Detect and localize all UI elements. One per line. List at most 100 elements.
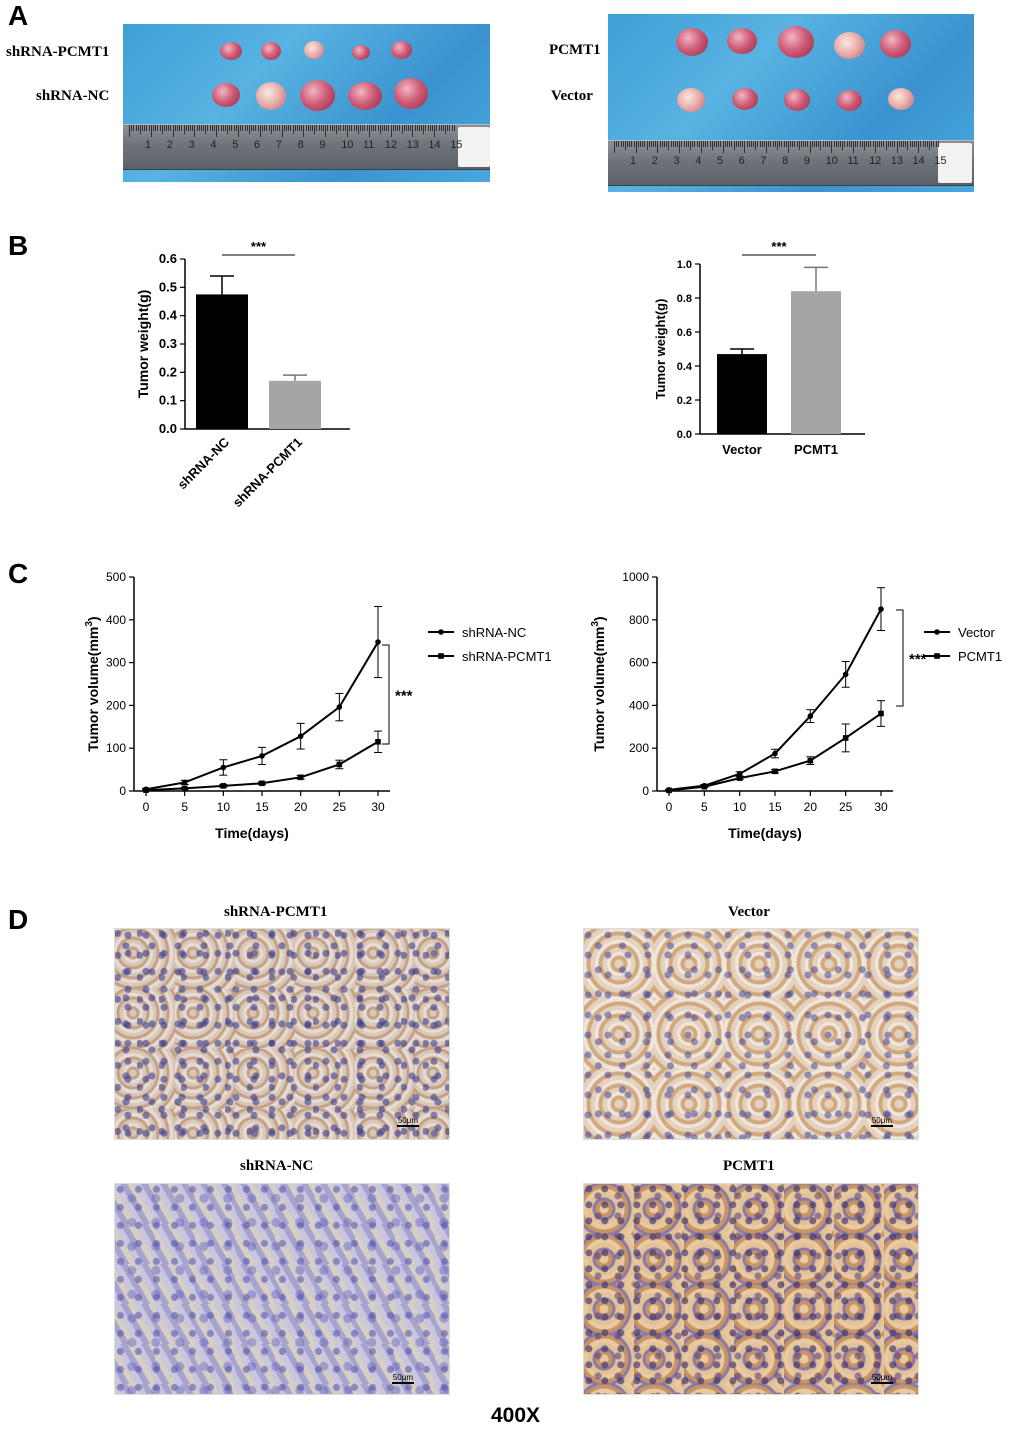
ihc-image-shrna-pcmt1: 50μm — [114, 928, 450, 1140]
panel-label-c: C — [8, 558, 29, 589]
y-tick-label: 400 — [629, 698, 649, 712]
ruler-number: 12 — [384, 139, 398, 151]
significance-bracket — [896, 609, 904, 707]
series-line — [668, 608, 882, 791]
ruler-number: 9 — [319, 139, 326, 151]
y-tick-label: 200 — [106, 698, 126, 712]
ruler-number: 3 — [188, 139, 195, 151]
y-axis-label: Tumor weight(g) — [653, 299, 668, 400]
ruler-number: 10 — [341, 139, 354, 151]
ruler-number: 7 — [275, 139, 282, 151]
photo-label-shrna-nc: shRNA-NC — [36, 88, 110, 104]
ruler-number: 14 — [912, 155, 925, 167]
y-tick-label: 600 — [629, 656, 649, 670]
legend-marker — [934, 629, 940, 635]
tumor — [391, 41, 412, 59]
ruler-number: 4 — [210, 139, 217, 151]
panel-label-d: D — [8, 904, 29, 935]
significance-marker: *** — [771, 239, 787, 254]
tumor-photo-overexpression: 1 2 3 4 5 6 7 8 9 10 11 12 13 14 15 — [608, 14, 974, 192]
data-point — [666, 787, 672, 794]
bar — [196, 294, 248, 429]
category-label: shRNA-NC — [175, 434, 233, 492]
scale-bar: 50μm — [391, 1373, 414, 1384]
data-point — [772, 768, 778, 775]
tumor — [784, 89, 810, 111]
y-tick-label: 0.4 — [159, 308, 178, 323]
data-point — [375, 738, 381, 745]
y-tick-label: 0.2 — [159, 364, 177, 379]
bar — [791, 291, 841, 434]
data-point — [842, 735, 849, 741]
legend-marker — [438, 653, 444, 659]
x-tick-label: 5 — [181, 800, 188, 814]
y-tick-label: 500 — [106, 570, 126, 584]
ruler-number: 9 — [803, 155, 810, 167]
y-tick-label: 0.1 — [159, 393, 177, 408]
bar — [717, 354, 767, 434]
tumor — [888, 88, 914, 110]
data-point — [772, 750, 778, 757]
ruler-number: 1 — [630, 155, 637, 167]
x-tick-label: 20 — [294, 800, 308, 814]
photo-label-vector: Vector — [551, 88, 593, 104]
x-tick-label: 15 — [768, 800, 782, 814]
ihc-image-pcmt1: 50μm — [583, 1183, 919, 1395]
ruler: 1 2 3 4 5 6 7 8 9 10 11 12 13 14 15 — [123, 124, 490, 170]
data-point — [878, 606, 884, 612]
ruler-number: 14 — [428, 139, 441, 151]
ruler-number: 15 — [450, 139, 463, 151]
y-tick-label: 400 — [106, 613, 126, 627]
tumor — [256, 82, 286, 110]
data-point — [220, 783, 227, 789]
x-axis-label: Time(days) — [215, 825, 289, 841]
bar-chart-overexpression: 0.0 0.2 0.4 0.6 0.8 1.0 Tumor weight(g) Vector P… — [653, 239, 865, 457]
ruler-number: 11 — [363, 139, 375, 151]
ihc-image-vector: 50μm — [583, 928, 919, 1140]
y-tick-label: 0.0 — [677, 429, 692, 441]
data-point — [878, 710, 884, 717]
tumor — [837, 90, 862, 111]
data-point — [181, 785, 188, 792]
tumor — [212, 83, 240, 107]
data-point — [297, 774, 304, 781]
ruler-number: 8 — [297, 139, 304, 151]
tumor — [676, 28, 708, 56]
y-tick-label: 800 — [629, 613, 649, 627]
ruler-number: 8 — [782, 155, 789, 167]
ruler-number: 6 — [254, 139, 261, 151]
tumor — [300, 80, 335, 111]
y-tick-label: 0.3 — [159, 336, 177, 351]
x-tick-label: 5 — [701, 800, 708, 814]
ruler-number: 15 — [934, 155, 947, 167]
tumor — [880, 30, 911, 58]
line-chart-overexpression: 0 200 400 600 800 1000 0 5 10 15 20 25 30 Time(days) T… — [590, 570, 1002, 841]
significance-marker: *** — [251, 239, 267, 254]
line-chart-knockdown: 0 100 200 300 400 500 0 5 10 15 20 25 30 Time(days) Tu… — [84, 570, 552, 841]
ruler: 1 2 3 4 5 6 7 8 9 10 11 12 13 14 15 — [608, 140, 974, 186]
panel-label-b: B — [8, 230, 29, 261]
tumor — [778, 26, 814, 58]
series-line — [145, 641, 379, 791]
y-tick-label: 0.6 — [159, 251, 177, 266]
x-tick-label: 10 — [217, 800, 231, 814]
y-tick-label: 0.8 — [677, 293, 692, 305]
data-point — [375, 639, 381, 645]
bar — [269, 380, 321, 429]
ruler-number: 4 — [695, 155, 702, 167]
data-point — [220, 764, 227, 771]
data-point — [259, 780, 265, 787]
y-tick-label: 0.4 — [677, 361, 693, 373]
y-tick-label: 0.5 — [159, 279, 177, 294]
tumor — [732, 88, 758, 110]
data-point — [842, 671, 849, 678]
tumor — [352, 45, 370, 60]
legend-marker — [934, 653, 940, 659]
data-point — [259, 753, 265, 759]
data-point — [807, 757, 814, 764]
category-label: Vector — [722, 442, 762, 457]
y-tick-label: 0.6 — [677, 327, 692, 339]
magnification-label: 400X — [491, 1404, 541, 1427]
y-tick-label: 0 — [119, 784, 126, 798]
x-tick-label: 20 — [804, 800, 818, 814]
